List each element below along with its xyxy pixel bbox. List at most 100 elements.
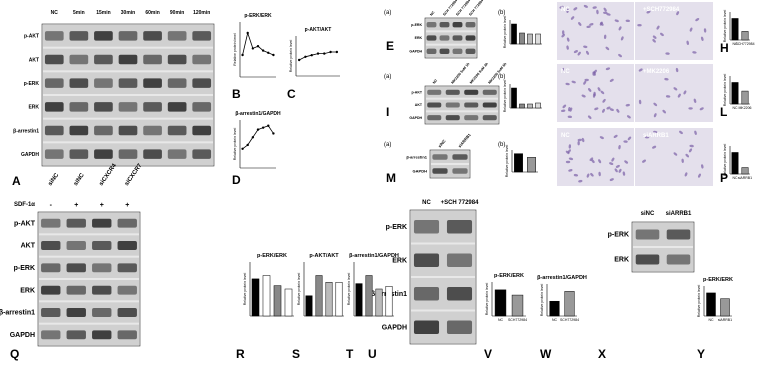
blot-band — [413, 220, 440, 234]
blot-band — [167, 54, 187, 65]
blot-band — [44, 125, 64, 136]
blot-band — [44, 78, 64, 88]
y-axis-label: Relative protein level — [505, 145, 509, 178]
cell — [695, 18, 700, 22]
cell — [689, 144, 694, 148]
bar — [494, 289, 507, 317]
blot-row-label: ERK — [392, 257, 407, 264]
cell — [578, 179, 583, 183]
blot-band — [69, 149, 89, 159]
cell — [615, 164, 620, 168]
cell — [609, 108, 614, 111]
blot-frame — [37, 211, 141, 347]
blot-strip — [426, 112, 498, 123]
cell — [625, 103, 630, 107]
treatment-sign: - — [50, 202, 53, 209]
point — [246, 143, 249, 147]
cell — [562, 104, 567, 109]
blot-band — [452, 35, 463, 41]
cell — [675, 67, 679, 73]
bar — [251, 278, 260, 317]
bar — [731, 152, 739, 175]
cell — [638, 68, 643, 72]
blot-lane-label: NC — [429, 10, 436, 17]
blot-band — [66, 330, 86, 340]
blot-strip — [39, 213, 139, 234]
blot-band — [192, 31, 212, 41]
cell — [688, 107, 693, 110]
point — [241, 147, 244, 150]
panel-letter: M — [386, 171, 396, 185]
panel-letter: P — [720, 171, 728, 185]
blot-row-label: AKT — [29, 57, 39, 63]
blot-strip — [633, 248, 693, 271]
blot-band — [143, 125, 162, 136]
cell — [626, 115, 631, 119]
cell — [567, 149, 571, 154]
blot-band — [44, 149, 64, 159]
cell — [700, 36, 704, 41]
sub-label: (b) — [498, 10, 505, 16]
micrograph — [635, 64, 713, 122]
blot-strip — [426, 45, 476, 57]
blot-row-label: GAPDH — [409, 50, 422, 54]
bar — [731, 18, 739, 41]
chart-title: p-ERK/ERK — [257, 253, 287, 259]
blot-band — [465, 35, 476, 41]
cell — [676, 11, 680, 16]
blot-lane-label: 60min — [145, 10, 159, 16]
blot-lane-label: 5min — [73, 10, 85, 16]
bar — [365, 275, 373, 317]
cell — [568, 144, 572, 149]
blot-row-label: GAPDH — [409, 116, 422, 120]
y-axis-label: Relative protein level — [297, 273, 301, 306]
cell — [570, 16, 575, 20]
blot-row-label: GAPDH — [413, 168, 428, 173]
x-tick-label: NC — [708, 318, 714, 322]
blot-band — [92, 263, 112, 273]
blot-row-label: GAPDH — [21, 152, 39, 158]
cell — [561, 109, 566, 113]
panel-letter: S — [292, 347, 300, 361]
blot-band — [66, 263, 86, 273]
cell — [642, 159, 647, 163]
blot-band — [44, 31, 64, 41]
blot-band — [666, 254, 691, 265]
blot-band — [92, 285, 112, 295]
blot-band — [413, 253, 440, 267]
sub-label: (a) — [384, 74, 391, 80]
blot-row-label: p-AKT — [14, 220, 36, 227]
cell — [656, 25, 660, 30]
cell — [590, 172, 594, 177]
x-tick-label: NC — [732, 106, 738, 110]
blot-band — [69, 125, 89, 136]
cell — [638, 99, 642, 105]
y-axis-label: Relative protein level — [485, 283, 489, 316]
blot-band — [192, 102, 212, 112]
y-axis-label: Relative protein level — [697, 285, 701, 318]
cell — [609, 78, 614, 82]
cell — [703, 28, 707, 33]
blot-band — [143, 54, 162, 65]
cell — [652, 35, 657, 39]
blot-band — [446, 320, 473, 334]
cell — [603, 7, 607, 12]
blot-lane-label: siARRB1 — [457, 132, 472, 149]
bar — [325, 282, 333, 317]
panel-letter: E — [386, 39, 394, 53]
blot-band — [167, 125, 187, 136]
cell — [565, 150, 570, 155]
x-tick-label: SCH772984 — [560, 318, 579, 322]
cell — [573, 173, 579, 177]
bar — [511, 23, 517, 45]
x-tick-label: MK2206 — [738, 106, 751, 110]
bar — [375, 288, 383, 317]
cell — [689, 27, 693, 32]
cell — [698, 173, 701, 178]
cell — [618, 168, 622, 173]
cell — [699, 107, 704, 111]
blot-band — [143, 78, 162, 88]
blot-band — [41, 241, 61, 250]
point — [256, 128, 260, 131]
cell — [614, 19, 619, 23]
